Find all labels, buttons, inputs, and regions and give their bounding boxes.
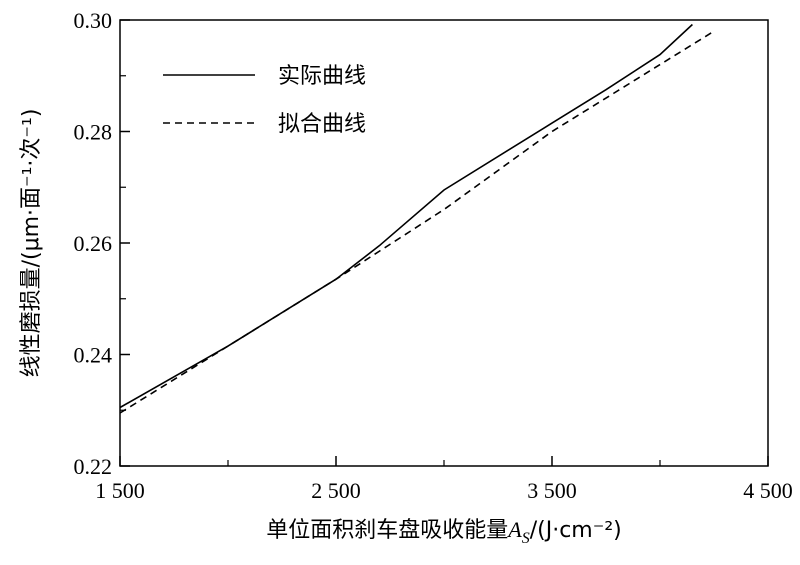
actual-curve-line <box>119 23 693 409</box>
axis-ticks <box>119 19 769 467</box>
series-lines <box>119 23 715 414</box>
legend-label: 拟合曲线 <box>278 112 366 137</box>
x-axis-label-text: 单位面积刹车盘吸收能量 <box>266 518 508 543</box>
x-axis-label-unit: /(J·cm⁻²) <box>530 518 622 543</box>
x-tick-label: 3 500 <box>527 478 577 503</box>
y-tick-label: 0.22 <box>74 454 113 479</box>
fitted-curve-line <box>119 30 715 414</box>
y-axis-label: 线性磨损量/(μm·面⁻¹·次⁻¹) <box>19 109 44 378</box>
x-tick-label: 4 500 <box>743 478 793 503</box>
y-tick-label: 0.28 <box>74 120 113 145</box>
plot-frame <box>119 19 769 467</box>
x-axis-label-symbol: A <box>506 517 522 542</box>
legend-label: 实际曲线 <box>278 64 366 89</box>
y-tick-label: 0.30 <box>74 8 113 33</box>
x-tick-label: 2 500 <box>311 478 361 503</box>
y-tick-label: 0.26 <box>74 231 113 256</box>
x-axis-label: 单位面积刹车盘吸收能量AS/(J·cm⁻²) <box>266 517 622 547</box>
axis-tick-labels: 1 500 2 500 3 500 4 500 0.22 0.24 0.26 0.28 0.30 <box>74 8 793 503</box>
y-tick-label: 0.24 <box>74 343 113 368</box>
x-axis-label-subscript: S <box>522 530 530 547</box>
x-tick-label: 1 500 <box>95 478 145 503</box>
